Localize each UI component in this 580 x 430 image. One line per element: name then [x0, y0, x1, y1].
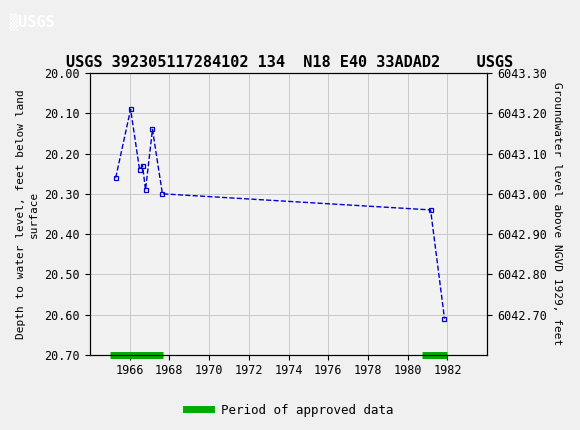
Text: ▒USGS: ▒USGS: [9, 14, 55, 31]
Text: USGS 392305117284102 134  N18 E40 33ADAD2    USGS: USGS 392305117284102 134 N18 E40 33ADAD2…: [67, 55, 513, 70]
Y-axis label: Groundwater level above NGVD 1929, feet: Groundwater level above NGVD 1929, feet: [552, 82, 563, 346]
Y-axis label: Depth to water level, feet below land
surface: Depth to water level, feet below land su…: [16, 89, 39, 339]
Legend: Period of approved data: Period of approved data: [181, 399, 399, 421]
